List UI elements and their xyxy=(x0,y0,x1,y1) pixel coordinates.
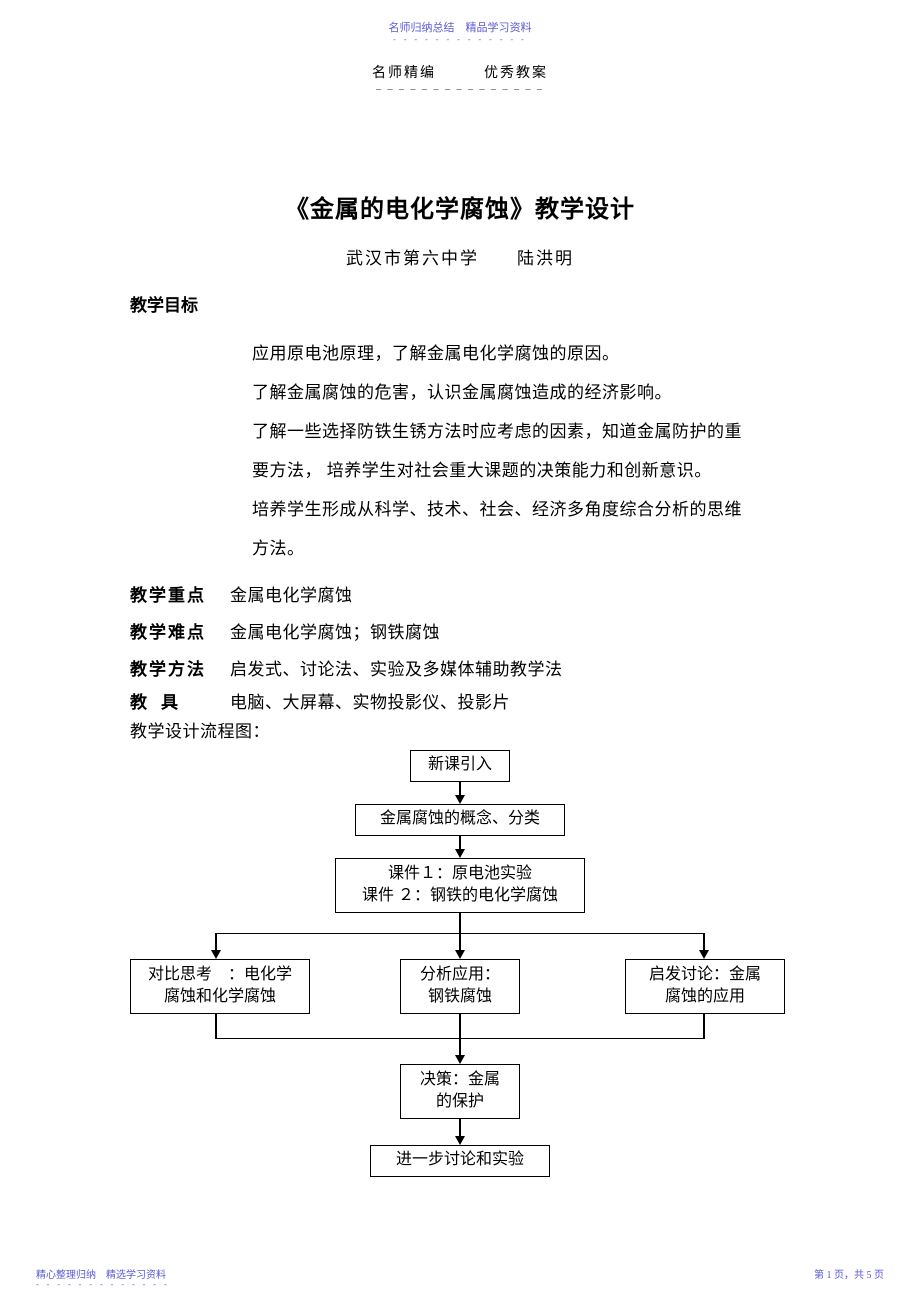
flow-box-concept: 金属腐蚀的概念、分类 xyxy=(355,804,565,836)
header-sub-underline: _ _ _ _ _ _ _ _ _ _ _ _ _ _ _ xyxy=(0,80,920,91)
objective-3: 了解一些选择防铁生锈方法时应考虑的因素，知道金属防护的重 xyxy=(252,412,790,451)
method-value: 启发式、讨论法、实验及多媒体辅助教学法 xyxy=(230,655,563,680)
difficulty-row: 教学难点 金属电化学腐蚀；钢铁腐蚀 xyxy=(130,618,790,643)
method-row: 教学方法 启发式、讨论法、实验及多媒体辅助教学法 xyxy=(130,655,790,680)
box3-line2: 课件 ２：钢铁的电化学腐蚀 xyxy=(362,885,558,907)
tools-row: 教具 电脑、大屏幕、实物投影仪、投影片 xyxy=(130,688,790,713)
box7-line1: 决策：金属 xyxy=(420,1069,500,1091)
header-sub-right: 优秀教案 xyxy=(484,66,548,81)
flow-box-analysis: 分析应用： 钢铁腐蚀 xyxy=(400,959,520,1014)
difficulty-label: 教学难点 xyxy=(130,618,230,643)
focus-value: 金属电化学腐蚀 xyxy=(230,581,353,606)
method-label: 教学方法 xyxy=(130,655,230,680)
box4-line1: 对比思考 ：电化学 xyxy=(148,964,292,986)
header-dots: - - - - - - - - - - - - - xyxy=(0,35,920,44)
flow-box-discuss: 启发讨论：金属 腐蚀的应用 xyxy=(625,959,785,1014)
header-sub-left: 名师精编 xyxy=(372,66,436,81)
focus-row: 教学重点 金属电化学腐蚀 xyxy=(130,581,790,606)
box6-line2: 腐蚀的应用 xyxy=(665,986,745,1008)
header-top-text: 名师归纳总结 精品学习资料 xyxy=(0,0,920,35)
tools-value: 电脑、大屏幕、实物投影仪、投影片 xyxy=(230,688,510,713)
flow-merge-center xyxy=(459,1014,461,1038)
flow-box-intro: 新课引入 xyxy=(410,750,510,782)
flowchart-label: 教学设计流程图： xyxy=(130,717,790,742)
flow-box-courseware: 课件１：原电池实验 课件 ２：钢铁的电化学腐蚀 xyxy=(335,858,585,913)
box5-line1: 分析应用： xyxy=(420,964,500,986)
flow-arrow-1 xyxy=(455,795,465,804)
box7-line2: 的保护 xyxy=(436,1091,484,1113)
footer-left-dots: - - - - - - - - - - - - - xyxy=(36,1280,170,1289)
flow-merge-left xyxy=(215,1014,217,1038)
objective-4: 要方法， 培养学生对社会重大课题的决策能力和创新意识。 xyxy=(252,451,790,490)
box3-line1: 课件１：原电池实验 xyxy=(388,863,532,885)
flow-arrow-left xyxy=(211,950,221,959)
footer-right-text: 第 1 页，共 5 页 xyxy=(814,1266,884,1281)
flow-box-decision: 决策：金属 的保护 xyxy=(400,1064,520,1119)
flowchart-container: 新课引入 金属腐蚀的概念、分类 课件１：原电池实验 课件 ２：钢铁的电化学腐蚀 … xyxy=(130,750,790,1210)
page-subtitle: 武汉市第六中学 陆洪明 xyxy=(0,244,920,269)
objective-2: 了解金属腐蚀的危害，认识金属腐蚀造成的经济影响。 xyxy=(252,373,790,412)
box6-line1: 启发讨论：金属 xyxy=(649,964,761,986)
flow-box-compare: 对比思考 ：电化学 腐蚀和化学腐蚀 xyxy=(130,959,310,1014)
flow-line-3-center xyxy=(459,913,461,933)
tools-label: 教具 xyxy=(130,688,230,713)
flow-box-further: 进一步讨论和实验 xyxy=(370,1145,550,1177)
objectives-list: 应用原电池原理，了解金属电化学腐蚀的原因。 了解金属腐蚀的危害，认识金属腐蚀造成… xyxy=(130,334,790,569)
flow-arrow-2 xyxy=(455,849,465,858)
flow-arrow-center xyxy=(455,950,465,959)
difficulty-value: 金属电化学腐蚀；钢铁腐蚀 xyxy=(230,618,440,643)
header-sub: 名师精编 优秀教案 xyxy=(0,62,920,82)
focus-label: 教学重点 xyxy=(130,581,230,606)
footer-left-text: 精心整理归纳 精选学习资料 xyxy=(36,1266,166,1281)
content-area: 教学目标 应用原电池原理，了解金属电化学腐蚀的原因。 了解金属腐蚀的危害，认识金… xyxy=(0,291,920,1210)
goals-label: 教学目标 xyxy=(130,291,790,316)
flow-arrow-merge xyxy=(455,1055,465,1064)
flow-merge-right xyxy=(703,1014,705,1038)
flow-arrow-7 xyxy=(455,1136,465,1145)
objective-6: 方法。 xyxy=(252,529,790,568)
flow-arrow-right xyxy=(699,950,709,959)
page-title: 《金属的电化学腐蚀》教学设计 xyxy=(0,189,920,224)
box4-line2: 腐蚀和化学腐蚀 xyxy=(164,986,276,1008)
objective-5: 培养学生形成从科学、技术、社会、经济多角度综合分析的思维 xyxy=(252,490,790,529)
box5-line2: 钢铁腐蚀 xyxy=(428,986,492,1008)
objective-1: 应用原电池原理，了解金属电化学腐蚀的原因。 xyxy=(252,334,790,373)
